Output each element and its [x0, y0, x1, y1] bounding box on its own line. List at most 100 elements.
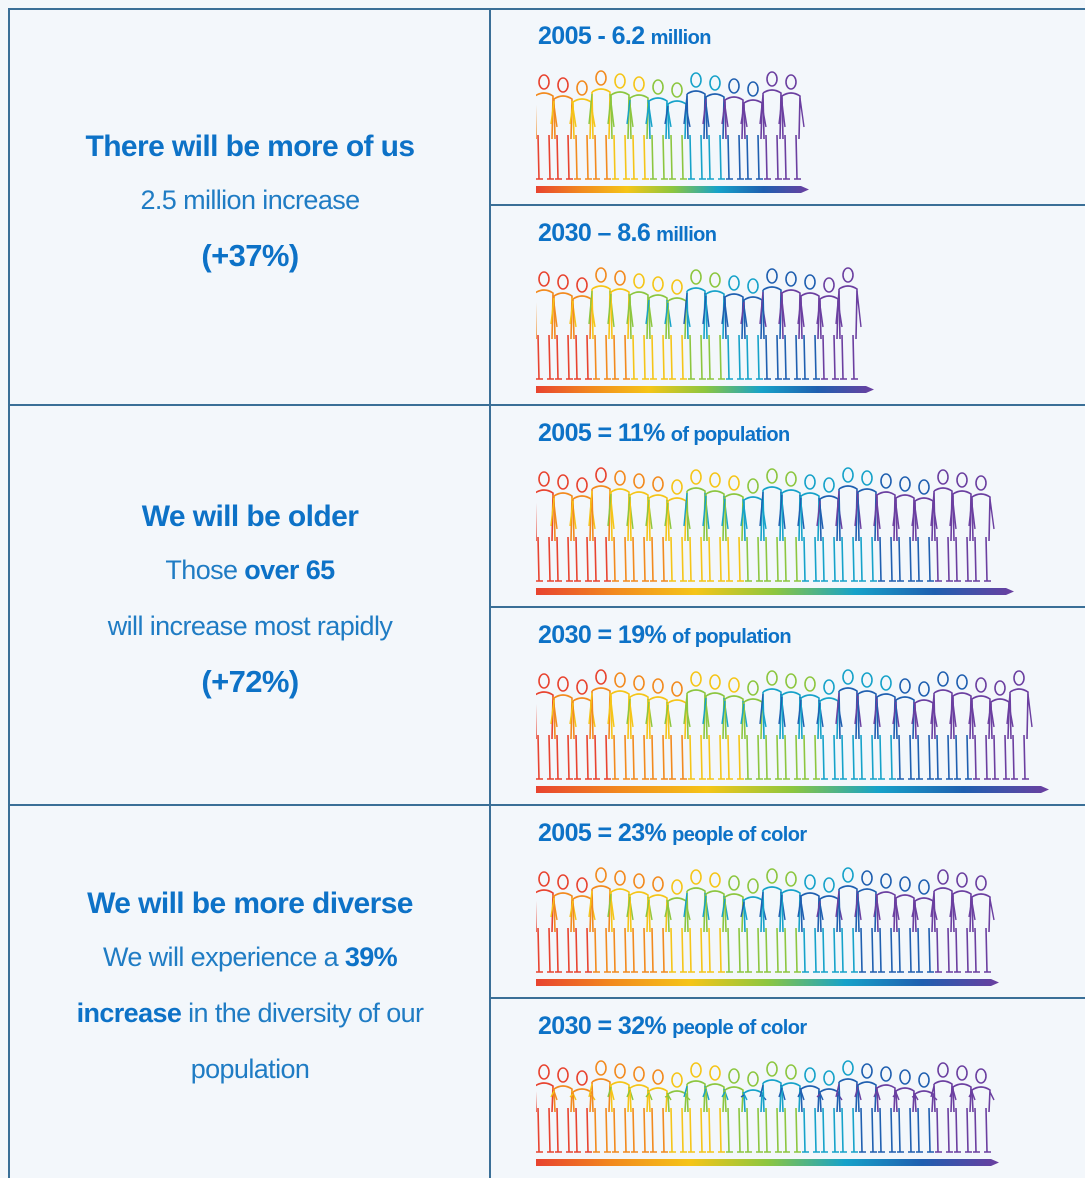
crowd-stroke [671, 479, 683, 495]
crowd-stroke [593, 334, 611, 380]
crowd-stroke [726, 927, 744, 973]
crowd-stroke [610, 91, 630, 140]
crowd-stroke [648, 894, 668, 933]
crowd-stroke [572, 98, 592, 140]
crowd-stroke [610, 288, 630, 340]
crowd-stroke [914, 699, 934, 740]
crowd-stroke [726, 536, 744, 582]
crowd-stroke [667, 497, 687, 542]
crowd-stroke [840, 1107, 858, 1153]
crowd-stroke [557, 874, 569, 890]
crowd-stroke [572, 495, 592, 542]
panel-figure: 2030 – 8.6 [538, 219, 651, 247]
crowd-stroke [785, 471, 797, 487]
crowd-stroke [973, 927, 991, 973]
crowd-stroke [612, 134, 630, 180]
crowd-stroke [821, 1107, 839, 1153]
crowd-stroke [648, 494, 668, 542]
crowd-stroke [781, 489, 801, 542]
crowd-stroke [764, 536, 782, 582]
crowd-stroke [591, 885, 611, 933]
crowd-stroke [686, 487, 706, 542]
crowd-stroke [762, 286, 782, 340]
crowd-stroke [785, 271, 797, 287]
crowd-stroke [707, 734, 725, 780]
crowd-stroke [574, 734, 592, 780]
crowd-stroke [785, 673, 797, 689]
crowd-stroke [612, 1107, 630, 1153]
crowd-stroke [724, 893, 744, 933]
crowd-stroke [804, 474, 816, 490]
crowd-stroke [861, 470, 873, 486]
crowd-stroke [709, 674, 721, 690]
crowd-stroke [574, 536, 592, 582]
crowd-stroke [686, 887, 706, 933]
crowd-stroke [671, 279, 683, 295]
crowd-stroke [709, 472, 721, 488]
crowd-stroke [576, 1070, 588, 1086]
crowd-stroke [895, 894, 915, 933]
crowd-stroke [857, 1081, 877, 1113]
crowd-stroke [835, 290, 862, 328]
crowd-stroke [690, 671, 702, 687]
crowd-stroke [652, 79, 664, 95]
crowd-stroke [591, 687, 611, 740]
crowd-stroke [764, 927, 782, 973]
row-text: We will be more diverse We will experienc… [10, 805, 490, 1178]
crowd-stroke [724, 1086, 744, 1113]
panel-label: 2030 = 19% of population [538, 621, 792, 650]
crowd-stroke [688, 536, 706, 582]
text-segment: (+72%) [201, 664, 299, 699]
crowd-stroke [536, 1107, 554, 1153]
crowd-stroke [557, 474, 569, 490]
crowd-stroke [595, 1060, 607, 1076]
crowd-stroke [572, 295, 592, 340]
crowd-stroke [952, 692, 972, 740]
crowd-stroke [990, 698, 1010, 740]
crowd-stroke [536, 334, 554, 380]
crowd-stroke [652, 678, 664, 694]
crowd-stroke [838, 285, 858, 340]
crowd-stroke [842, 867, 854, 883]
panel-label: 2005 = 11% of population [538, 419, 790, 448]
crowd-stroke [819, 1088, 839, 1113]
crowd-stroke [707, 1107, 725, 1153]
text-line: 2.5 million increase [140, 172, 360, 228]
crowd-stroke [937, 671, 949, 687]
crowd-stroke [916, 536, 934, 582]
crowd-stroke [631, 334, 649, 380]
crowd-stroke [840, 334, 858, 380]
crowd-stroke [800, 492, 820, 542]
text-segment: population [190, 1053, 310, 1084]
crowd-stroke [876, 693, 896, 740]
crowd-stroke [631, 734, 649, 780]
crowd-stroke [553, 95, 573, 140]
crowd-stroke [861, 672, 873, 688]
panel-unit: million [650, 27, 712, 49]
crowd-stroke [610, 888, 630, 933]
crowd-stroke [728, 1068, 740, 1084]
panel-unit: million [656, 224, 717, 246]
crowd-stroke [994, 680, 1006, 696]
crowd-stroke [593, 927, 611, 973]
crowd-stroke [954, 1107, 972, 1153]
crowd-stroke [819, 295, 839, 340]
crowd-stroke [819, 495, 839, 542]
crowd-stroke [536, 489, 554, 542]
crowd-stroke [878, 1107, 896, 1153]
crowd-stroke [591, 88, 611, 140]
crowd-stroke [1011, 734, 1029, 780]
crowd-stroke [724, 96, 744, 140]
crowd-stroke [576, 277, 588, 293]
crowd-stroke [669, 734, 687, 780]
crowd-stroke [823, 277, 835, 293]
crowd-stroke [880, 473, 892, 489]
crowd-stroke [937, 469, 949, 485]
crowd-stroke [652, 1069, 664, 1085]
crowd-stroke [895, 696, 915, 740]
gradient-bar [536, 786, 1049, 793]
crowd-stroke [971, 695, 991, 740]
crowd-stroke [610, 1081, 630, 1113]
crowd-stroke [743, 99, 763, 140]
panel-figure: 2005 - 6.2 [538, 22, 645, 50]
